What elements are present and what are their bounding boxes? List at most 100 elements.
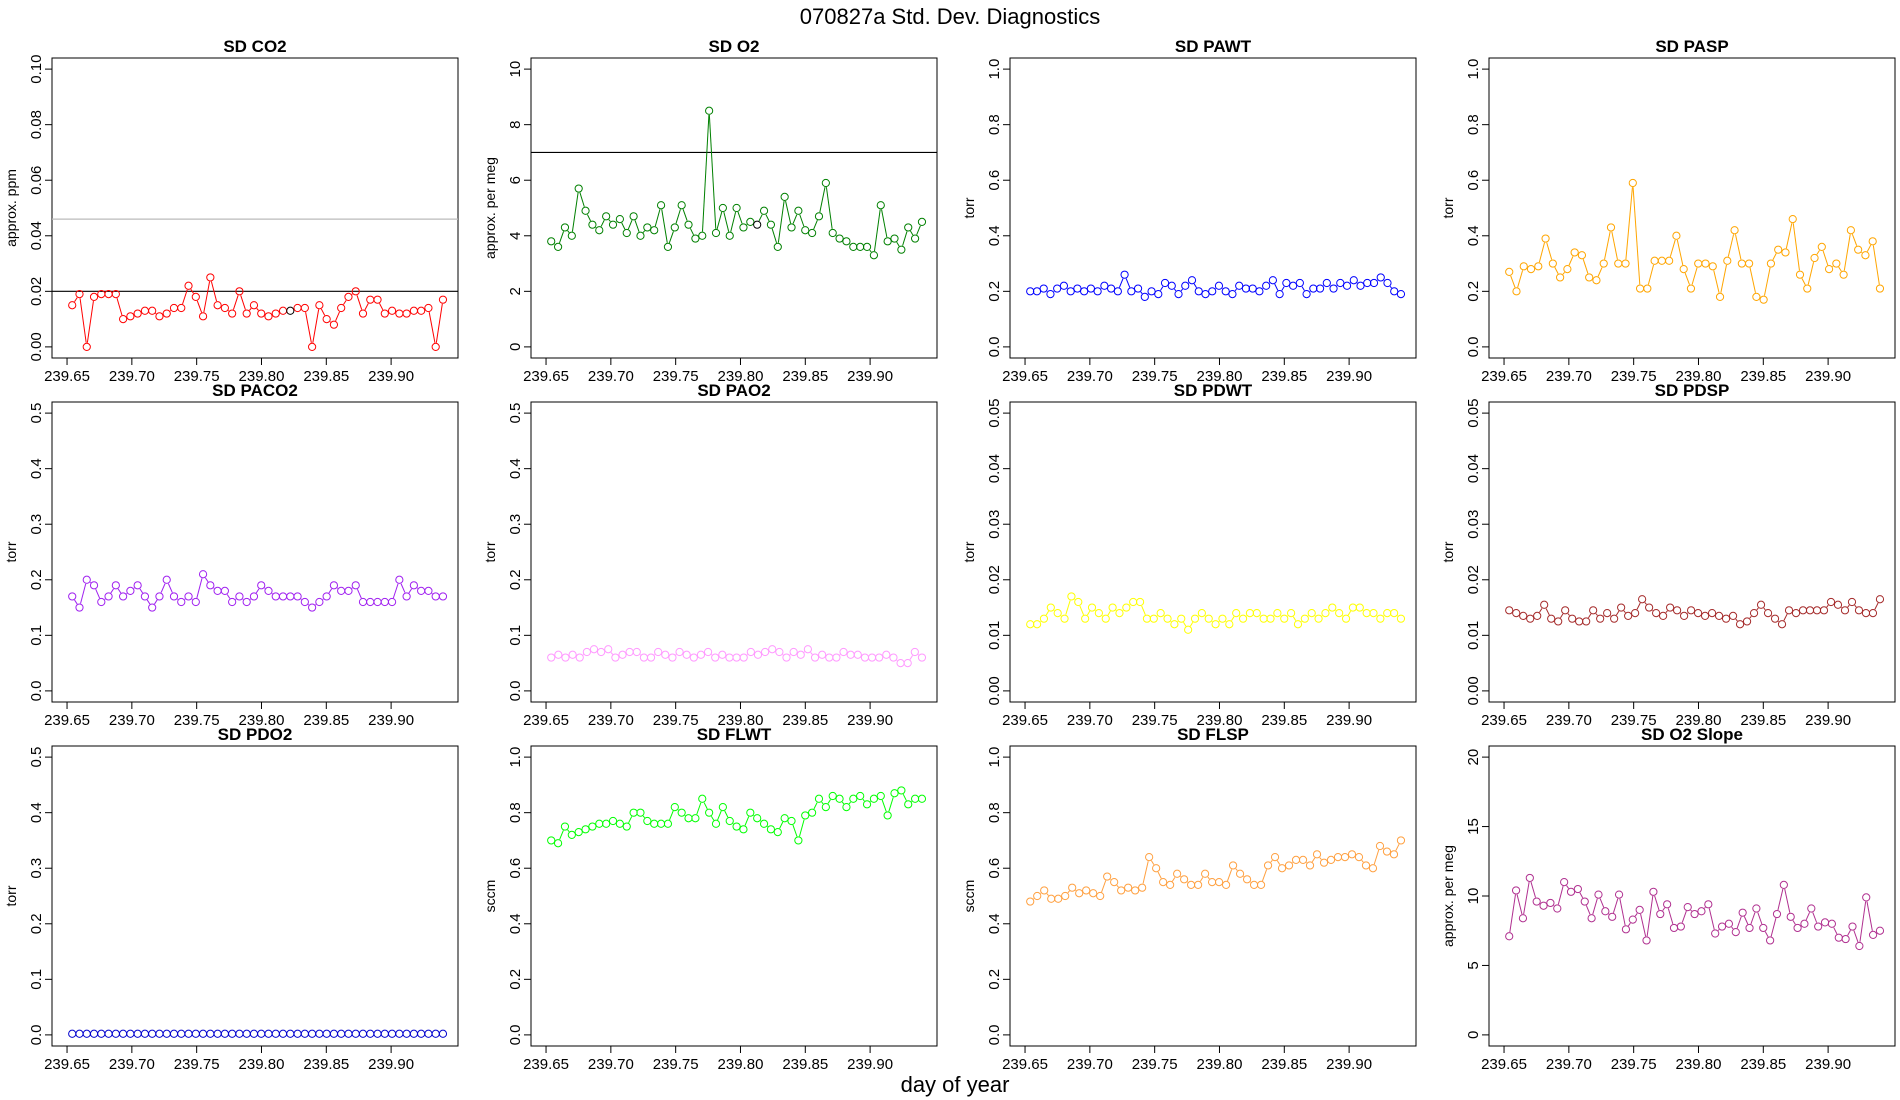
data-point — [876, 201, 885, 210]
series-segment — [232, 295, 239, 310]
series-segment — [1160, 286, 1164, 291]
series-segment — [1274, 283, 1279, 291]
data-point — [1603, 609, 1612, 618]
data-point — [1546, 898, 1555, 908]
series-segment — [669, 810, 674, 821]
data-point — [1138, 883, 1147, 892]
data-point — [1300, 614, 1309, 623]
data-point — [344, 1029, 353, 1038]
data-point — [1382, 847, 1392, 856]
series-segment — [74, 297, 78, 302]
data-point — [1218, 614, 1227, 623]
data-point — [746, 217, 755, 226]
data-point — [1235, 869, 1245, 878]
data-point — [650, 226, 659, 235]
y-tick-label: 0.2 — [28, 569, 45, 590]
series-segment — [1174, 288, 1177, 292]
data-point — [896, 659, 905, 668]
series-segment — [1717, 929, 1720, 931]
y-tick-label: 0.03 — [1465, 510, 1482, 539]
data-point — [1526, 614, 1535, 623]
data-point — [828, 228, 837, 238]
x-tick-label: 239.90 — [1326, 1056, 1372, 1073]
data-point — [148, 1029, 157, 1038]
data-point — [162, 1029, 171, 1038]
data-point — [1832, 259, 1841, 268]
y-tick-label: 15 — [1465, 818, 1482, 835]
data-point — [903, 659, 912, 668]
data-point — [220, 586, 229, 595]
series-segment — [1676, 239, 1684, 266]
y-tick-label: 1.0 — [986, 747, 1003, 768]
data-point — [787, 223, 796, 232]
data-point — [1187, 276, 1197, 285]
x-tick-label: 239.65 — [1481, 712, 1527, 729]
data-point — [1140, 292, 1149, 301]
series-segment — [256, 308, 259, 311]
series-segment — [1784, 888, 1791, 913]
series-segment — [1262, 869, 1268, 882]
series-segment — [196, 300, 203, 313]
y-tick-label: 1.0 — [507, 747, 524, 768]
data-point — [402, 309, 411, 318]
data-point — [1135, 597, 1145, 607]
series-segment — [1611, 231, 1618, 260]
data-point — [746, 808, 755, 817]
series-segment — [116, 298, 123, 316]
data-point — [856, 242, 865, 251]
series-segment — [1545, 608, 1550, 616]
data-point — [1694, 259, 1703, 268]
data-point — [821, 178, 830, 188]
series-segment — [1647, 264, 1655, 285]
data-point — [322, 315, 331, 324]
series-segment — [1567, 613, 1570, 616]
x-tick-label: 239.90 — [847, 368, 893, 385]
data-point — [111, 1029, 120, 1038]
data-point — [883, 811, 892, 820]
data-point — [1665, 256, 1674, 265]
data-point — [198, 1029, 208, 1038]
data-point — [1341, 614, 1351, 623]
x-tick-label: 239.65 — [1002, 712, 1048, 729]
data-point — [780, 814, 789, 823]
series-segment — [74, 599, 78, 605]
data-point — [1249, 880, 1259, 889]
data-point — [835, 794, 844, 803]
series-segment — [1045, 610, 1050, 616]
data-point — [177, 1029, 186, 1038]
y-tick-label: 0.0 — [1465, 336, 1482, 357]
data-point — [1115, 609, 1124, 618]
data-point — [1190, 614, 1200, 623]
series-segment — [1585, 905, 1591, 915]
y-tick-label: 0.10 — [28, 55, 45, 84]
series-segment — [567, 829, 570, 832]
panel-title: SD PACO2 — [212, 381, 298, 400]
series-segment — [1189, 621, 1194, 627]
data-point — [818, 650, 827, 659]
data-point — [1669, 923, 1679, 933]
x-tick-label: 239.75 — [653, 712, 699, 729]
data-point — [1650, 256, 1659, 265]
series-segment — [1627, 922, 1631, 927]
y-tick-label: 4 — [507, 232, 524, 240]
data-point — [1657, 256, 1666, 265]
data-point — [337, 1029, 346, 1038]
data-point — [126, 312, 135, 321]
data-point — [1589, 606, 1598, 615]
data-point — [264, 312, 273, 321]
series-segment — [1517, 270, 1524, 288]
data-point — [278, 306, 288, 315]
data-point — [402, 592, 411, 601]
data-point — [615, 215, 624, 224]
data-point — [1221, 880, 1231, 889]
data-point — [1587, 914, 1596, 923]
y-tick-label: 0.8 — [986, 802, 1003, 823]
data-point — [711, 653, 720, 662]
data-point — [1096, 891, 1105, 901]
series-segment — [204, 577, 209, 583]
x-tick-label: 239.85 — [782, 712, 828, 729]
series-segment — [1720, 264, 1727, 293]
data-point — [1232, 609, 1241, 618]
data-point — [1354, 853, 1364, 862]
data-point — [1149, 614, 1158, 623]
